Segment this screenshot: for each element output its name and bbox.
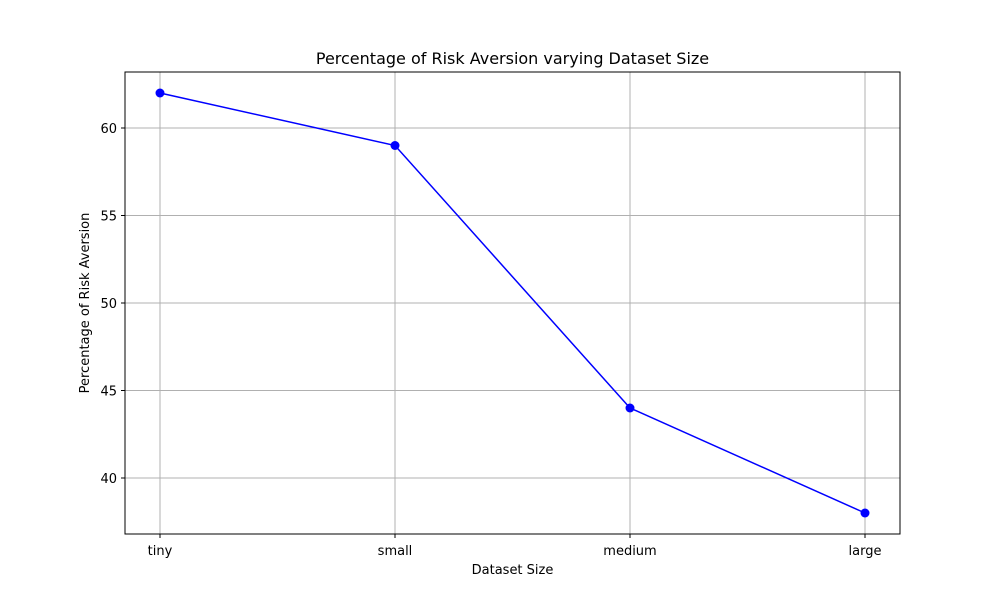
data-point xyxy=(625,403,635,413)
x-tick-label: large xyxy=(849,544,882,559)
data-point xyxy=(860,508,870,518)
y-tick-label: 50 xyxy=(100,297,117,312)
series-line xyxy=(159,92,866,514)
x-tick-label: medium xyxy=(603,544,656,559)
ticks: tiny small medium large 40 45 50 55 60 xyxy=(100,122,881,559)
chart-title: Percentage of Risk Aversion varying Data… xyxy=(316,49,709,68)
grid xyxy=(125,72,900,534)
y-tick-label: 55 xyxy=(100,210,117,225)
x-axis-label: Dataset Size xyxy=(472,563,554,578)
data-point xyxy=(390,141,400,150)
y-tick-label: 40 xyxy=(100,472,117,487)
y-axis-label: Percentage of Risk Aversion xyxy=(78,213,93,394)
x-tick-label: small xyxy=(378,544,413,559)
series-layer xyxy=(155,88,870,518)
x-tick-label: tiny xyxy=(148,544,173,559)
y-tick-label: 60 xyxy=(100,122,117,137)
data-point xyxy=(155,88,165,98)
y-tick-label: 45 xyxy=(100,385,117,400)
